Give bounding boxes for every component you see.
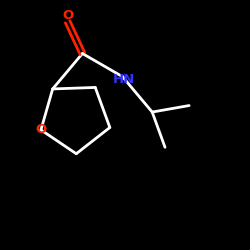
Text: HN: HN bbox=[112, 73, 135, 86]
Text: O: O bbox=[62, 9, 73, 22]
Text: O: O bbox=[35, 124, 46, 136]
